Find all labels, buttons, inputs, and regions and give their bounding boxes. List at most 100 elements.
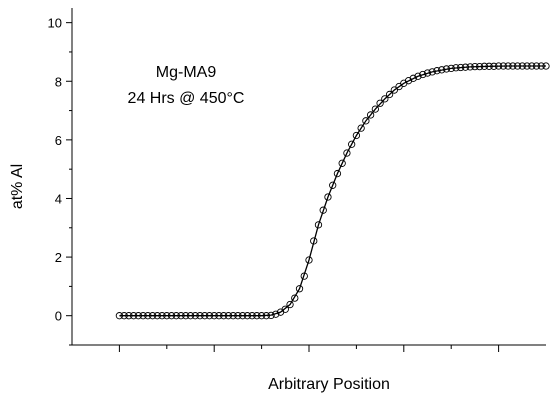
data-point — [348, 140, 356, 148]
data-point — [528, 62, 536, 70]
data-point — [291, 294, 299, 302]
data-point — [518, 62, 526, 70]
data-point — [338, 159, 346, 167]
data-point — [281, 305, 289, 313]
data-point — [485, 62, 493, 70]
data-point — [286, 300, 294, 309]
data-point — [144, 312, 152, 320]
sample-annotation: Mg-MA9 — [156, 64, 217, 81]
data-point — [191, 312, 199, 320]
data-point — [494, 62, 503, 70]
data-point — [376, 99, 384, 107]
data-point — [419, 70, 427, 79]
data-point — [220, 312, 228, 320]
data-point — [163, 312, 171, 320]
data-point — [120, 312, 128, 320]
data-point — [542, 62, 550, 70]
data-point — [272, 310, 280, 318]
y-axis-label: at% Al — [9, 164, 26, 209]
y-tick-label: 8 — [55, 74, 62, 89]
y-tick-label: 6 — [55, 133, 62, 148]
y-tick-label: 0 — [55, 309, 62, 324]
x-axis-label: Arbitrary Position — [268, 376, 390, 393]
data-point — [461, 63, 470, 71]
x-ticks — [118, 345, 500, 352]
data-point — [509, 62, 517, 70]
y-tick-label: 4 — [55, 191, 62, 206]
data-point — [385, 90, 394, 99]
data-point — [523, 62, 531, 70]
data-point — [480, 62, 489, 70]
data-point — [305, 256, 313, 264]
data-point — [129, 312, 138, 320]
data-point — [125, 312, 133, 320]
plot-area — [115, 62, 550, 320]
data-point — [234, 312, 242, 320]
data-point — [314, 221, 323, 229]
data-point — [452, 64, 460, 72]
data-point — [229, 312, 237, 320]
data-point — [158, 312, 166, 320]
data-point — [224, 312, 233, 320]
data-point — [433, 67, 441, 75]
data-point — [499, 62, 507, 70]
data-point — [201, 312, 209, 320]
y-tick-label: 10 — [48, 16, 62, 31]
data-point — [238, 312, 247, 320]
data-point — [457, 63, 465, 72]
data-point — [177, 312, 185, 320]
data-point — [134, 312, 143, 320]
data-point — [362, 117, 370, 125]
y-ticks: 0 2 4 6 8 10 — [48, 16, 72, 346]
data-point — [409, 74, 417, 82]
data-point — [490, 62, 498, 70]
data-point — [243, 312, 252, 320]
data-point — [343, 149, 351, 157]
data-point — [366, 111, 375, 119]
data-point — [390, 86, 398, 94]
data-point — [262, 312, 270, 320]
data-point — [428, 68, 436, 76]
data-point — [257, 312, 266, 320]
data-point — [438, 66, 446, 74]
data-point — [329, 181, 337, 189]
data-point — [532, 62, 541, 70]
data-point — [186, 312, 195, 320]
data-point — [414, 72, 422, 80]
data-point — [148, 312, 157, 320]
data-point — [471, 62, 479, 71]
data-point — [404, 77, 413, 85]
data-point — [319, 206, 327, 214]
y-tick-label: 2 — [55, 250, 62, 265]
data-point — [295, 285, 304, 293]
data-point — [352, 131, 361, 140]
data-point — [253, 312, 261, 320]
data-point — [381, 95, 389, 103]
data-point — [115, 312, 124, 320]
data-point — [442, 65, 451, 73]
data-point — [267, 311, 275, 320]
data-point — [423, 69, 432, 77]
data-point — [475, 62, 484, 71]
data-point — [371, 105, 380, 113]
data-point — [447, 64, 455, 73]
data-point — [310, 237, 318, 245]
data-point — [333, 169, 342, 178]
data-point — [215, 312, 223, 320]
data-point — [196, 312, 204, 320]
axes: 0 2 4 6 8 10 — [48, 8, 546, 352]
fit-line — [119, 65, 546, 317]
data-point — [504, 62, 512, 70]
data-point — [172, 312, 180, 320]
data-point — [205, 312, 214, 320]
data-point — [182, 312, 190, 320]
data-point — [153, 312, 161, 320]
data-point — [167, 312, 176, 320]
data-point — [466, 63, 474, 71]
data-point — [300, 272, 308, 280]
condition-annotation: 24 Hrs @ 450°C — [128, 90, 245, 107]
data-point — [324, 193, 332, 201]
data-point — [357, 124, 365, 132]
data-point — [139, 312, 147, 320]
